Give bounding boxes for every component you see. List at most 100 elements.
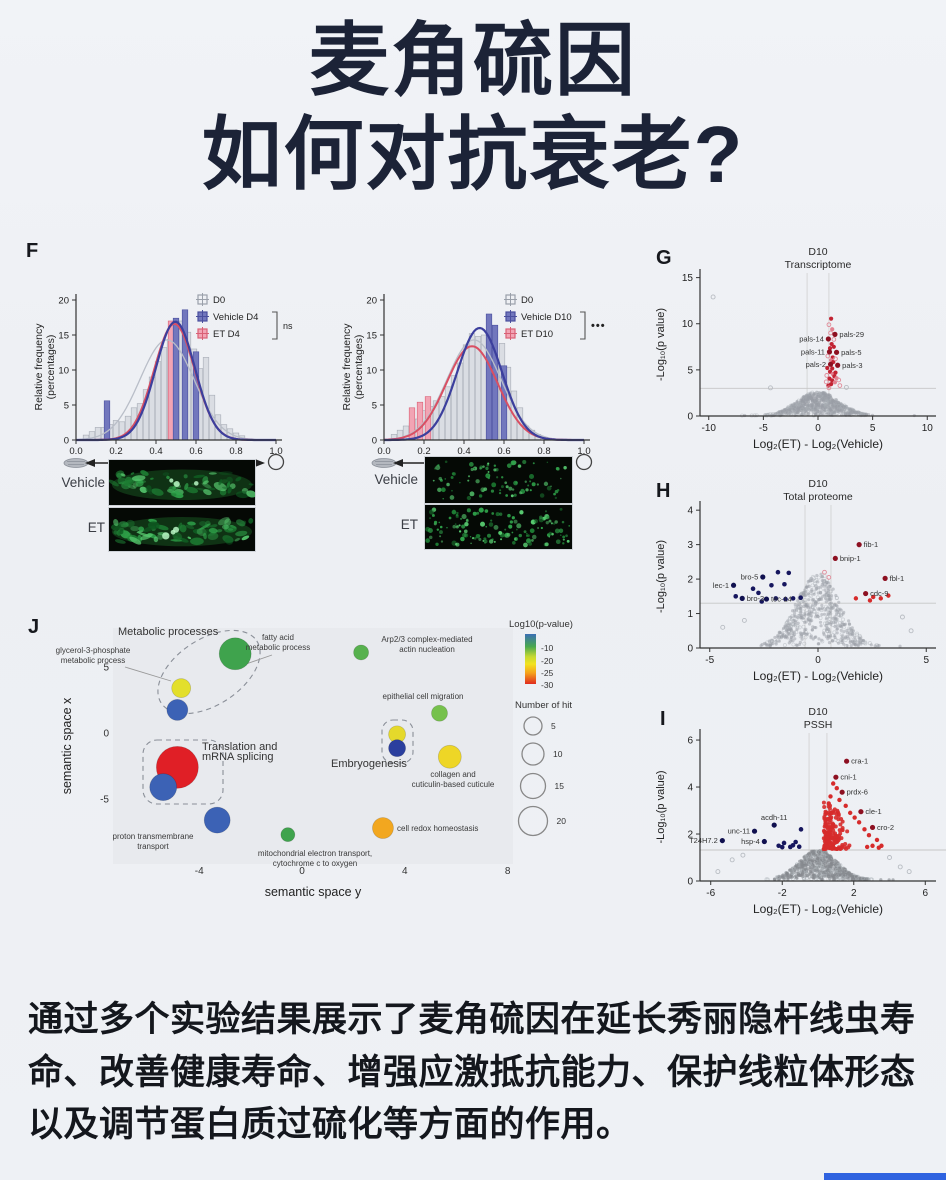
svg-text:-25: -25	[541, 668, 554, 678]
svg-text:Total proteome: Total proteome	[783, 491, 853, 503]
svg-text:prdx-6: prdx-6	[847, 788, 868, 797]
svg-text:5: 5	[870, 423, 876, 434]
svg-text:6: 6	[687, 736, 693, 747]
svg-text:Log₂(ET) - Log₂(Vehicle): Log₂(ET) - Log₂(Vehicle)	[753, 902, 883, 916]
svg-text:Embryogenesis: Embryogenesis	[331, 758, 407, 770]
svg-text:cni-1: cni-1	[840, 773, 856, 782]
svg-text:0: 0	[64, 436, 69, 447]
svg-text:0: 0	[299, 866, 305, 877]
svg-text:5: 5	[103, 663, 109, 674]
svg-text:lec-1: lec-1	[713, 581, 729, 590]
svg-text:0: 0	[687, 877, 693, 888]
svg-text:cuticulin-based cuticule: cuticulin-based cuticule	[412, 780, 495, 789]
svg-text:20: 20	[58, 296, 69, 307]
svg-text:semantic space x: semantic space x	[60, 697, 74, 794]
svg-text:0: 0	[687, 644, 693, 655]
svg-text:0.2: 0.2	[109, 446, 122, 457]
svg-text:Log10(p-value): Log10(p-value)	[509, 619, 573, 630]
svg-text:20: 20	[557, 816, 567, 826]
panel-label-j: J	[28, 616, 40, 638]
svg-text:8: 8	[505, 866, 511, 877]
svg-text:cell redox homeostasis: cell redox homeostasis	[397, 824, 478, 833]
fluorescence-micrograph-vehicle-d4	[108, 459, 256, 506]
svg-text:epithelial cell migration: epithelial cell migration	[383, 692, 464, 701]
svg-text:0.4: 0.4	[457, 446, 470, 457]
svg-text:4: 4	[402, 866, 408, 877]
svg-text:10: 10	[922, 423, 934, 434]
svg-text:acdh-11: acdh-11	[761, 813, 788, 822]
micrograph-label-vehicle-d10: Vehicle	[374, 472, 418, 487]
svg-text:pals-14: pals-14	[799, 334, 824, 343]
svg-text:10: 10	[58, 366, 69, 377]
svg-text:0.8: 0.8	[537, 446, 550, 457]
svg-text:•••: •••	[591, 320, 606, 332]
panel-label-g: G	[656, 247, 672, 269]
page-title: 麦角硫因 如何对抗衰老?	[0, 14, 946, 203]
volcano-pssh-chart: cra-1 cni-1 prdx-6 cle-1 cro-2 acdh-11 unc-11 T…	[655, 706, 946, 916]
svg-text:bnip-1: bnip-1	[840, 554, 861, 563]
svg-text:4: 4	[687, 506, 693, 517]
svg-text:ET D10: ET D10	[521, 329, 553, 340]
svg-text:10: 10	[366, 366, 377, 377]
svg-text:-20: -20	[541, 656, 554, 666]
summary-caption: 通过多个实验结果展示了麦角硫因在延长秀丽隐杆线虫寿命、改善健康寿命、增强应激抵抗…	[28, 1000, 916, 1144]
svg-text:5: 5	[687, 365, 693, 376]
svg-text:-30: -30	[541, 680, 554, 690]
fluorescence-micrograph-et-d4	[108, 507, 256, 552]
volcano-transcriptome-chart: pals-29 pals-14 pals-11 pals-5 pals-2 pals-3 -…	[655, 246, 936, 451]
svg-text:5: 5	[923, 655, 929, 666]
svg-text:D10: D10	[808, 478, 827, 490]
micrograph-label-et-d4: ET	[87, 520, 105, 535]
svg-text:pals-5: pals-5	[841, 348, 861, 357]
svg-text:0.0: 0.0	[377, 446, 390, 457]
svg-text:5: 5	[372, 401, 377, 412]
svg-text:D10: D10	[808, 706, 827, 718]
svg-text:5: 5	[551, 721, 556, 731]
svg-text:-5: -5	[705, 655, 714, 666]
svg-text:cytochrome c to oxygen: cytochrome c to oxygen	[273, 859, 357, 868]
histogram-d10-chart: 0 5 10 15 20 0.0 0.2 0.4 0.6 0.8 1.0 Relative frequ…	[341, 293, 606, 471]
svg-text:hsp-4: hsp-4	[741, 837, 760, 846]
svg-text:15: 15	[366, 331, 377, 342]
svg-text:20: 20	[366, 296, 377, 307]
svg-text:semantic space y: semantic space y	[265, 885, 362, 899]
svg-text:cdc-9: cdc-9	[870, 589, 888, 598]
svg-text:Number of hit: Number of hit	[515, 700, 572, 711]
svg-text:0.8: 0.8	[229, 446, 242, 457]
svg-text:10: 10	[553, 749, 563, 759]
svg-text:bro-3: bro-3	[747, 594, 765, 603]
svg-text:fatty acid: fatty acid	[262, 633, 294, 642]
svg-text:3: 3	[687, 540, 693, 551]
svg-text:-Log₁₀(p value): -Log₁₀(p value)	[655, 770, 667, 843]
svg-text:Arp2/3 complex-mediated: Arp2/3 complex-mediated	[381, 635, 472, 644]
svg-text:15: 15	[682, 273, 694, 284]
svg-text:pals-2: pals-2	[806, 360, 826, 369]
svg-text:-Log₁₀(p value): -Log₁₀(p value)	[655, 540, 667, 613]
svg-text:2: 2	[851, 888, 857, 899]
svg-text:15: 15	[58, 331, 69, 342]
svg-text:Relative frequency: Relative frequency	[33, 323, 45, 411]
panel-label-i: I	[660, 708, 666, 730]
svg-text:5: 5	[64, 401, 69, 412]
svg-text:10: 10	[682, 319, 694, 330]
title-line-1: 麦角硫因	[309, 16, 637, 105]
svg-text:D10: D10	[808, 246, 827, 258]
svg-text:0: 0	[103, 729, 109, 740]
svg-text:mitochondrial electron transpo: mitochondrial electron transport,	[258, 849, 372, 858]
svg-text:15: 15	[555, 781, 565, 791]
svg-text:Vehicle D4: Vehicle D4	[213, 312, 258, 323]
bottom-edge-decoration	[824, 1173, 946, 1180]
svg-text:ns: ns	[283, 321, 293, 331]
svg-text:0.0: 0.0	[69, 446, 82, 457]
svg-text:-4: -4	[195, 866, 204, 877]
svg-text:unc-11: unc-11	[728, 827, 750, 836]
svg-text:Metabolic processes: Metabolic processes	[118, 626, 219, 638]
svg-text:-5: -5	[100, 795, 109, 806]
svg-text:Vehicle D10: Vehicle D10	[521, 312, 572, 323]
title-line-2: 如何对抗衰老?	[201, 110, 745, 200]
svg-text:bro-5: bro-5	[741, 573, 759, 582]
svg-text:-10: -10	[541, 643, 554, 653]
